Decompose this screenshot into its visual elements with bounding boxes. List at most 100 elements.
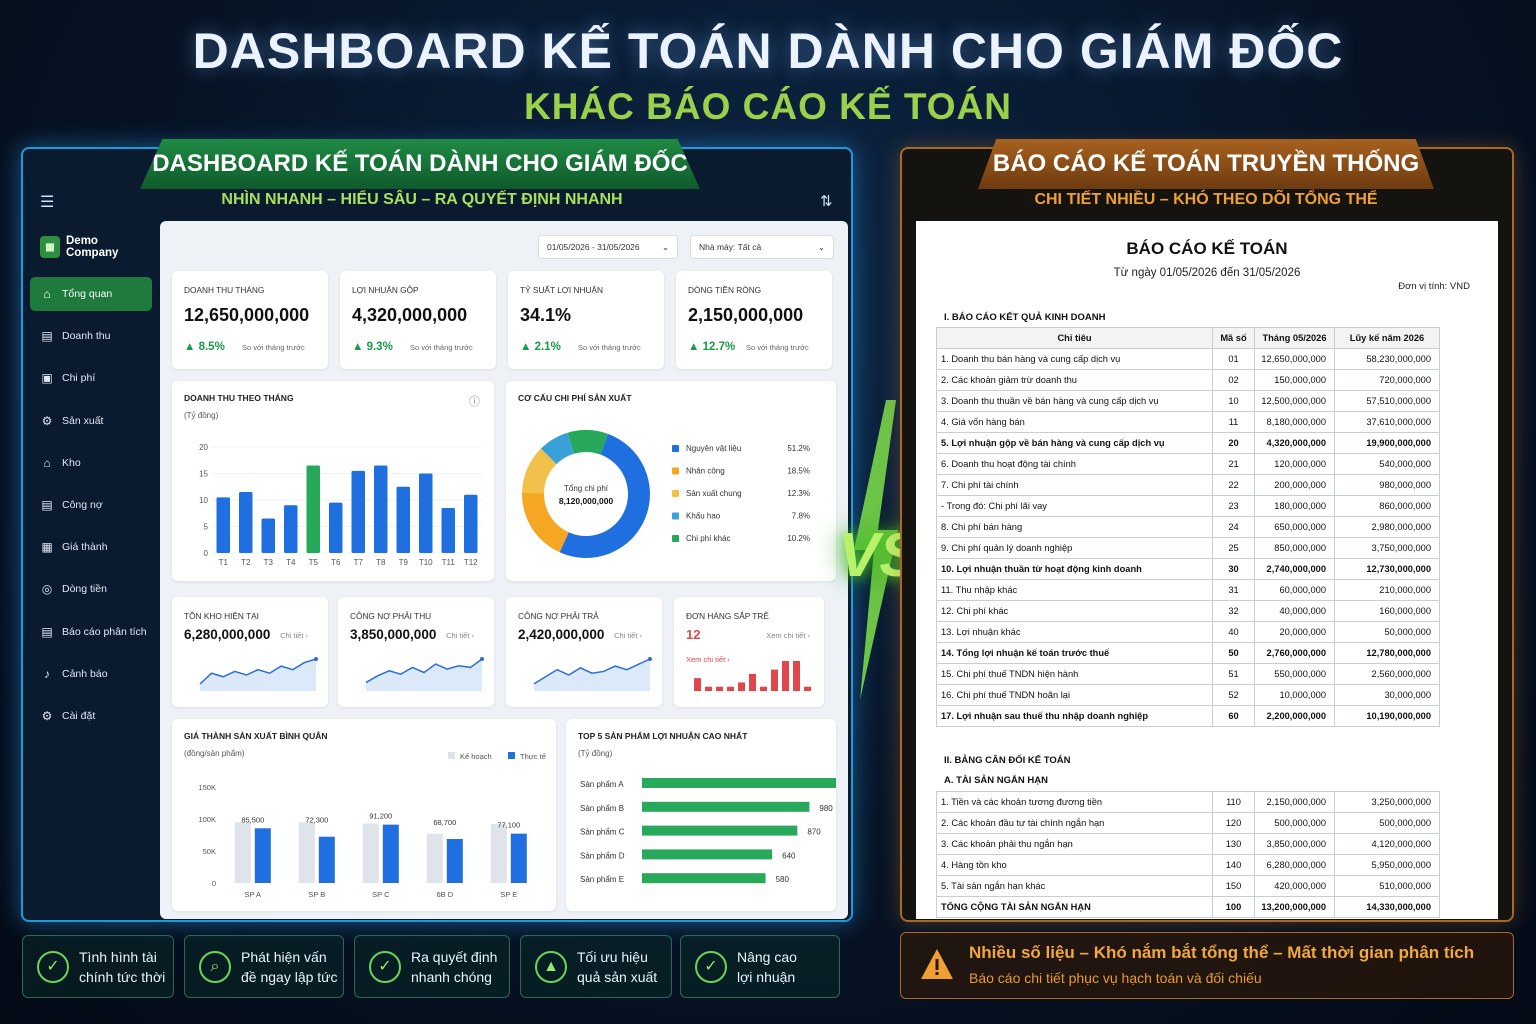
table-cell: 12,730,000,000 <box>1334 558 1440 580</box>
late-order-bar <box>727 686 734 691</box>
revenue-bar <box>464 494 478 553</box>
table-cell: 2,200,000,000 <box>1254 705 1335 727</box>
sidebar-item-5[interactable]: ▤ Công nợ <box>30 488 152 522</box>
home-icon: ⌂ <box>43 287 51 301</box>
dashboard-tagline: NHÌN NHANH – HIỂU SÂU – RA QUYẾT ĐỊNH NH… <box>221 191 623 208</box>
table-cell: 550,000,000 <box>1254 663 1335 685</box>
kpi-card[interactable]: LỢI NHUẬN GỘP 4,320,000,000 ▲ 9.3% So với t… <box>340 271 496 369</box>
table-cell: 51 <box>1212 663 1255 685</box>
feature-line-1: Phát hiện vấn <box>241 948 327 965</box>
sidebar-item-2[interactable]: ▣ Chi phí <box>30 361 152 395</box>
x-tick-label: T1 <box>219 558 229 567</box>
x-tick-label: T9 <box>399 558 409 567</box>
y-tick-label: 0 <box>212 879 216 888</box>
kpi-change: ▲ 12.7% <box>688 341 736 353</box>
y-tick-label: 10 <box>199 496 208 505</box>
growth-chart-icon: ▲ <box>535 950 567 983</box>
kpi-compare: So với tháng trước <box>746 343 809 352</box>
plan-bar <box>298 822 315 883</box>
hero-subtitle: KHÁC BÁO CÁO KẾ TOÁN <box>524 86 1012 127</box>
summary-value: 2,420,000,000 <box>518 627 605 642</box>
legend-label: Kế hoạch <box>460 752 492 761</box>
table-cell: 02 <box>1212 369 1255 391</box>
detail-link[interactable]: Chi tiết › <box>614 631 642 640</box>
x-tick-label: SP B <box>308 890 325 899</box>
y-tick-label: 100K <box>198 815 216 824</box>
table-cell: 120 <box>1212 812 1255 834</box>
y-tick-label: Sản phẩm C <box>580 828 625 837</box>
summary-value: 3,850,000,000 <box>350 627 437 642</box>
detail-link[interactable]: Xem chi tiết › <box>766 631 810 640</box>
table-cell: 500,000,000 <box>1254 812 1335 834</box>
table-cell: 980,000,000 <box>1334 474 1440 496</box>
sidebar-item-1[interactable]: ▤ Doanh thu <box>30 319 152 353</box>
sidebar-item-3[interactable]: ⚙ Sản xuất <box>30 404 152 438</box>
info-icon[interactable]: ⓘ <box>469 396 480 408</box>
feature-line-2: nhanh chóng <box>411 968 492 985</box>
table-cell: 8. Chi phí bán hàng <box>936 516 1213 538</box>
table-cell: 30,000,000 <box>1334 684 1440 706</box>
feature-line-2: chính tức thời <box>79 968 166 985</box>
sparkline-chart <box>694 661 811 691</box>
detail-link[interactable]: Chi tiết › <box>280 631 308 640</box>
y-tick-label: 5 <box>204 523 209 532</box>
collapse-icon[interactable]: ⇅ <box>820 193 833 210</box>
legend-label: Sản xuất chung <box>686 489 742 498</box>
data-label: 640 <box>782 851 796 860</box>
table-cell: 5,950,000,000 <box>1334 854 1440 876</box>
summary-card: ĐƠN HÀNG SẮP TRỄ 12 Xem chi tiết › Xem chi … <box>674 597 824 707</box>
sidebar-item-6[interactable]: ▦ Giá thành <box>30 530 152 564</box>
table-cell: 20,000,000 <box>1254 621 1335 643</box>
table-cell: 12,780,000,000 <box>1334 642 1440 664</box>
table-cell: 60 <box>1212 705 1255 727</box>
magnifier-icon: ⌕ <box>199 950 231 983</box>
detail-link[interactable]: Chi tiết › <box>446 631 474 640</box>
table-cell: 16. Chi phí thuế TNDN hoãn lại <box>936 684 1213 706</box>
table-cell: 4. Hàng tồn kho <box>936 854 1213 876</box>
revenue-bar-chart: 0 5 10 15 20 T1 T2 T3 T4 T5 T6 T7 T8 T9 T10 T11 T12 <box>199 443 482 567</box>
late-order-bar <box>694 678 701 691</box>
sidebar-item-label: Công nợ <box>62 499 103 511</box>
table-cell: 100 <box>1212 896 1255 918</box>
sparkline-end-point <box>648 657 652 661</box>
legend-swatch <box>672 467 679 475</box>
x-tick-label: T7 <box>354 558 364 567</box>
profit-bar <box>642 801 810 812</box>
late-orders-link[interactable]: Xem chi tiết › <box>686 655 730 664</box>
x-tick-label: SP E <box>500 890 517 899</box>
menu-icon[interactable]: ☰ <box>40 194 55 211</box>
kpi-card[interactable]: DOANH THU THÁNG 12,650,000,000 ▲ 8.5% So vớ… <box>172 271 328 369</box>
legend-value: 18.5% <box>787 467 810 476</box>
data-label: 77,100 <box>497 821 520 830</box>
sidebar-item-4[interactable]: ⌂ Kho <box>30 446 152 480</box>
y-tick-label: Sản phẩm B <box>580 804 624 813</box>
sidebar-item-7[interactable]: ◎ Dòng tiền <box>30 572 152 606</box>
late-order-bar <box>804 686 811 691</box>
table-cell: 15. Chi phí thuế TNDN hiện hành <box>936 663 1213 685</box>
kpi-card[interactable]: DÒNG TIỀN RÒNG 2,150,000,000 ▲ 12.7% So với… <box>676 271 832 369</box>
gear-icon: ⚙ <box>41 709 53 723</box>
x-tick-label: T5 <box>309 558 319 567</box>
table-cell: 40 <box>1212 621 1255 643</box>
table-cell: 17. Lợi nhuận sau thuế thu nhập doanh ng… <box>936 705 1213 727</box>
table-cell: 21 <box>1212 453 1255 475</box>
kpi-compare: So với tháng trước <box>410 343 473 352</box>
y-tick-label: 20 <box>199 443 208 452</box>
factory-select[interactable]: Nhà máy: Tất cả ⌄ <box>690 235 834 259</box>
sidebar-item-9[interactable]: ♪ Cảnh báo <box>30 657 152 691</box>
table-cell: 6. Doanh thu hoạt động tài chính <box>936 453 1213 475</box>
sidebar-item-10[interactable]: ⚙ Cài đặt <box>30 699 152 733</box>
date-range-select[interactable]: 01/05/2026 - 31/05/2026 ⌄ <box>538 235 678 259</box>
sidebar-item-0[interactable]: ⌂ Tổng quan <box>30 277 152 311</box>
kpi-card[interactable]: TỶ SUẤT LỢI NHUẬN 34.1% ▲ 2.1% So với tháng… <box>508 271 664 369</box>
table-cell: 5. Lợi nhuận gộp về bán hàng và cung cấp… <box>936 432 1213 454</box>
revenue-bar <box>351 470 365 553</box>
sidebar-item-8[interactable]: ▤ Báo cáo phân tích <box>30 615 152 649</box>
y-tick-label: 150K <box>198 783 216 792</box>
sidebar-item-label: Sản xuất <box>62 414 104 427</box>
table-cell: 2. Các khoản giảm trừ doanh thu <box>936 369 1213 391</box>
table-cell: 13. Lợi nhuận khác <box>936 621 1213 643</box>
warning-icon <box>921 949 953 979</box>
donut-slice <box>567 430 608 455</box>
